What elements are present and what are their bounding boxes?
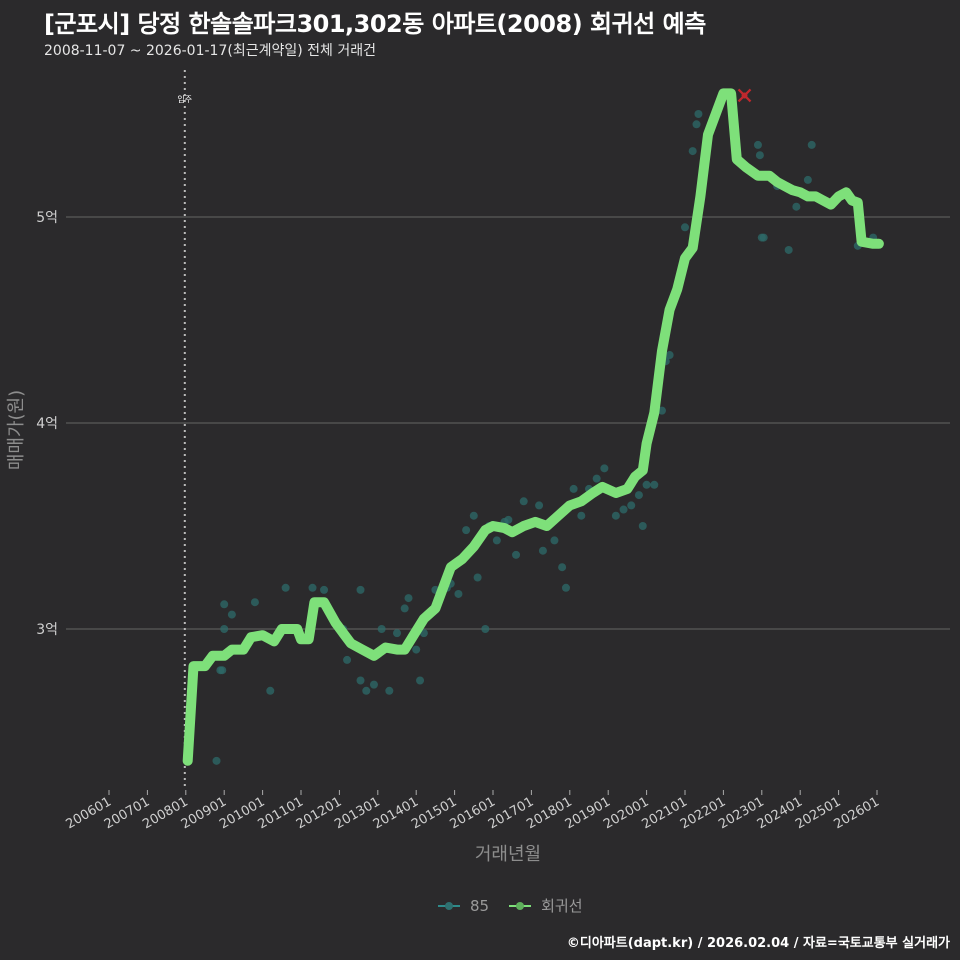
y-axis-ticks: 3억 4억 5억 [36,210,58,638]
data-point [469,511,478,520]
data-point [362,686,371,695]
data-point [807,140,816,149]
data-point [504,515,513,524]
data-point [681,223,689,232]
data-point [784,245,793,254]
data-point [220,625,229,633]
data-point [688,147,697,156]
y-tick-label: 5억 [36,210,58,226]
data-point [320,585,329,594]
data-point [792,202,801,211]
data-point [627,501,636,510]
legend-item-85: 85 [438,897,489,915]
data-point [592,474,601,483]
x-axis-ticks: 2006012007012008012009012010012011012012… [64,790,882,832]
data-point [657,406,666,415]
data-point [220,600,229,609]
data-point [755,151,764,160]
data-point [404,594,413,603]
data-point [227,610,236,619]
data-point [619,505,628,514]
data-point [492,536,501,545]
data-point [665,351,674,360]
legend-label-85: 85 [470,896,490,915]
data-point [558,563,567,572]
x-marker-icon [737,88,752,103]
data-point [550,536,559,545]
data-point [519,497,528,506]
data-point [692,120,701,129]
data-point [462,526,471,535]
data-point [634,491,643,500]
data-point [400,604,409,613]
y-tick-label: 4억 [36,416,58,432]
legend-item-regression: 회귀선 [509,895,583,916]
legend-key-regression-icon [509,901,532,911]
data-point [356,676,365,685]
data-point [416,676,425,685]
data-point [385,686,394,695]
data-point [611,511,620,520]
legend: 85 회귀선 [438,895,595,916]
chart-title: [군포시] 당정 한솔솔파크301,302동 아파트(2008) 회귀선 예측 [44,10,706,38]
data-point [250,598,259,607]
legend-label-regression: 회귀선 [541,897,583,915]
data-point [356,585,365,594]
move-in-marker-line: 입주 [177,70,192,790]
data-point [308,583,317,592]
data-point [512,550,521,559]
data-point [266,686,275,695]
data-point [535,501,544,510]
data-point [759,233,768,242]
x-axis-title: 거래년월 [475,844,541,865]
data-point [412,645,421,654]
data-point [561,583,570,592]
gridlines [66,216,950,630]
chart-subtitle: 2008-11-07 ~ 2026-01-17(최근계약일) 전체 거래건 [44,43,376,59]
data-point [694,110,703,118]
data-point [369,680,378,689]
y-tick-label: 3억 [36,622,58,638]
data-point [393,629,401,638]
data-point [454,589,463,598]
scatter-points [212,110,878,765]
data-point [212,756,221,765]
data-point [638,522,647,530]
data-point [600,464,609,473]
y-axis-title: 매매가(원) [6,390,27,470]
data-point [218,666,227,675]
data-point [281,583,290,592]
data-point [650,480,659,489]
data-point [642,480,651,489]
data-point [343,655,352,664]
data-point [569,484,578,493]
data-point [753,140,762,149]
data-point [377,625,386,633]
footer-credit: ©디아파트(dapt.kr) / 2026.02.04 / 자료=국토교통부 실… [566,936,950,951]
data-point [473,573,482,582]
data-point [577,511,586,520]
data-point [481,625,490,633]
data-point [538,546,547,555]
legend-key-85-icon [438,901,460,911]
regression-line [182,88,884,766]
data-point [803,175,812,184]
move-in-label: 입주 [177,95,192,104]
